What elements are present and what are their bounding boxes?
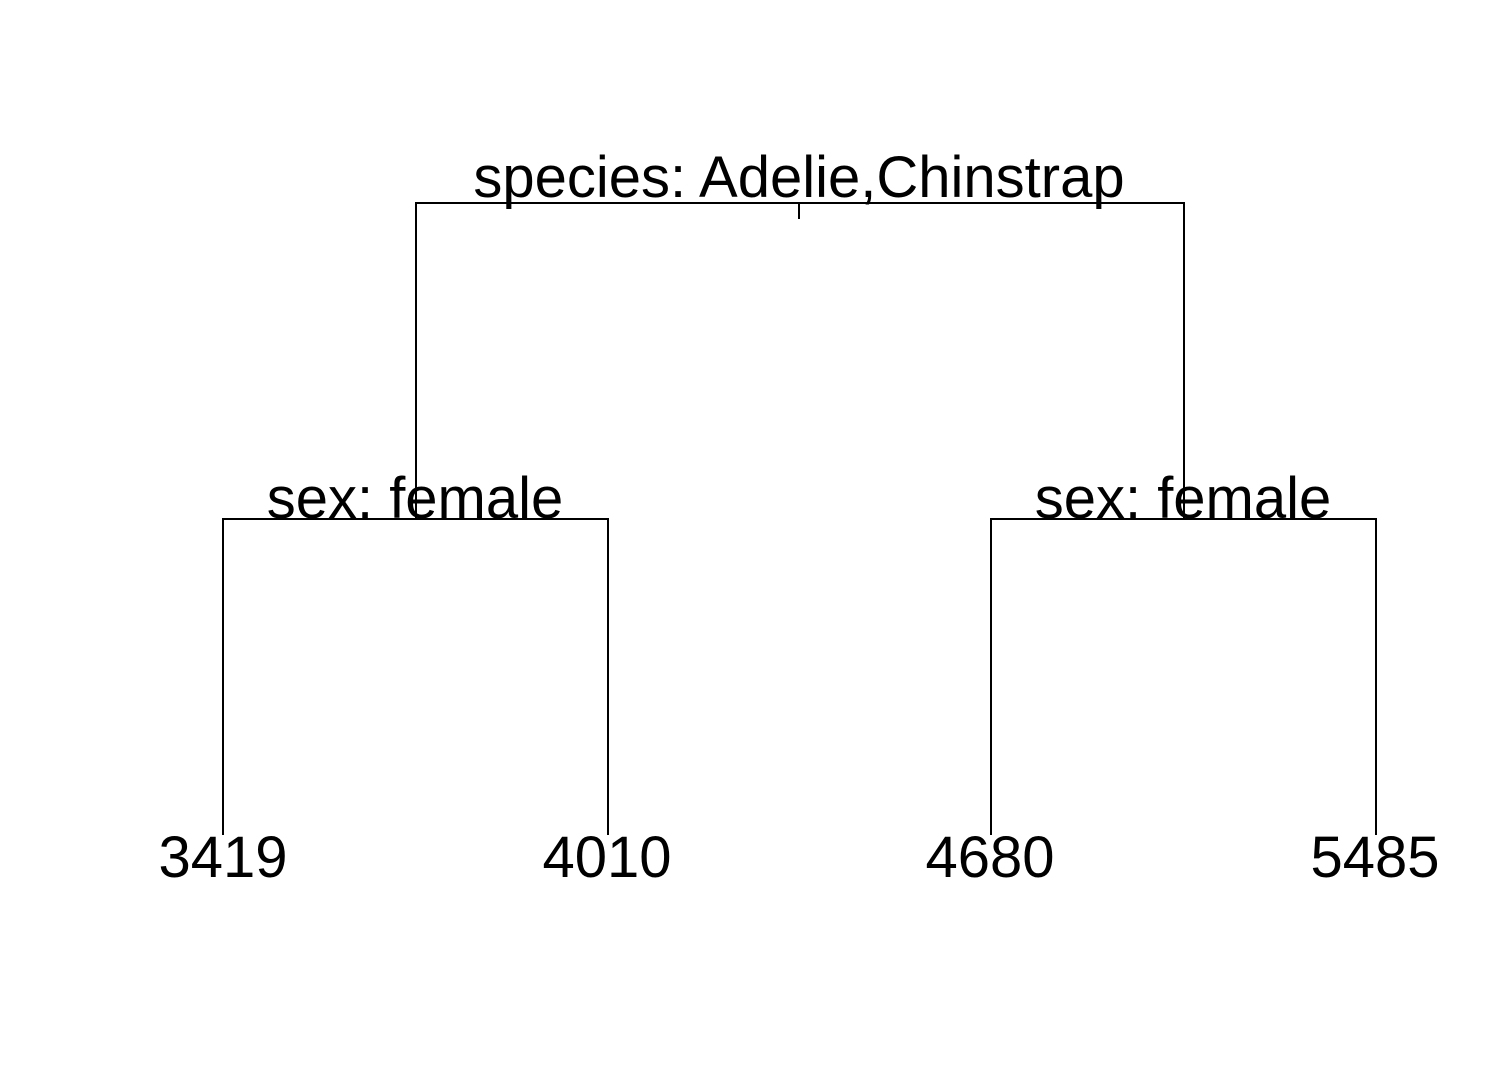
left-internal-node: sex: female — [222, 466, 609, 835]
root-split-label: species: Adelie,Chinstrap — [473, 145, 1124, 210]
root-node: species: Adelie,Chinstrap — [415, 145, 1185, 518]
leaf-label: 4010 — [542, 825, 671, 890]
leaf-label: 3419 — [158, 825, 287, 890]
right-node-branch — [990, 518, 1377, 835]
root-branch — [415, 202, 1185, 518]
leaf-label: 5485 — [1310, 825, 1439, 890]
left-node-split-label: sex: female — [267, 466, 564, 531]
leaf-label: 4680 — [925, 825, 1054, 890]
right-node-split-label: sex: female — [1035, 466, 1332, 531]
leaf-nodes: 3419 4010 4680 5485 — [158, 825, 1439, 890]
left-node-branch — [222, 518, 609, 835]
right-internal-node: sex: female — [990, 466, 1377, 835]
